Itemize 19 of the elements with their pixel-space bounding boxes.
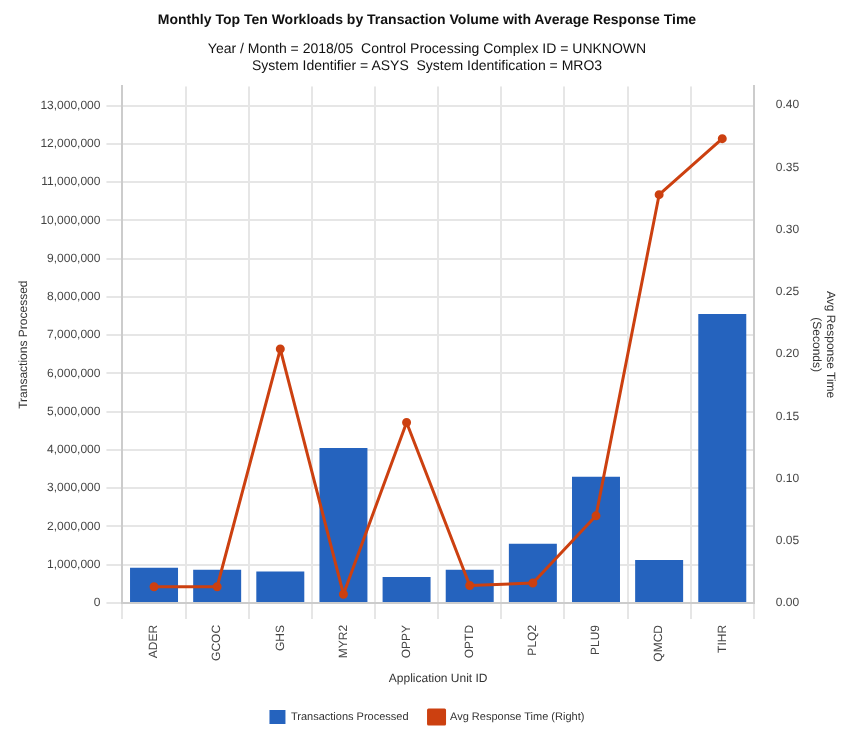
point bbox=[149, 582, 159, 592]
point bbox=[212, 582, 222, 592]
bar bbox=[193, 569, 242, 602]
point bbox=[528, 578, 538, 588]
bar bbox=[698, 314, 747, 602]
point bbox=[402, 417, 412, 427]
bar bbox=[130, 567, 179, 602]
point bbox=[717, 134, 727, 144]
point bbox=[591, 511, 601, 521]
bar bbox=[319, 447, 368, 602]
point bbox=[654, 190, 664, 200]
bar bbox=[635, 560, 684, 602]
bar bbox=[382, 576, 431, 602]
point bbox=[338, 589, 348, 599]
point bbox=[465, 581, 475, 591]
point bbox=[275, 344, 285, 354]
bar bbox=[508, 543, 557, 602]
bar bbox=[572, 476, 620, 602]
bar bbox=[256, 571, 305, 602]
